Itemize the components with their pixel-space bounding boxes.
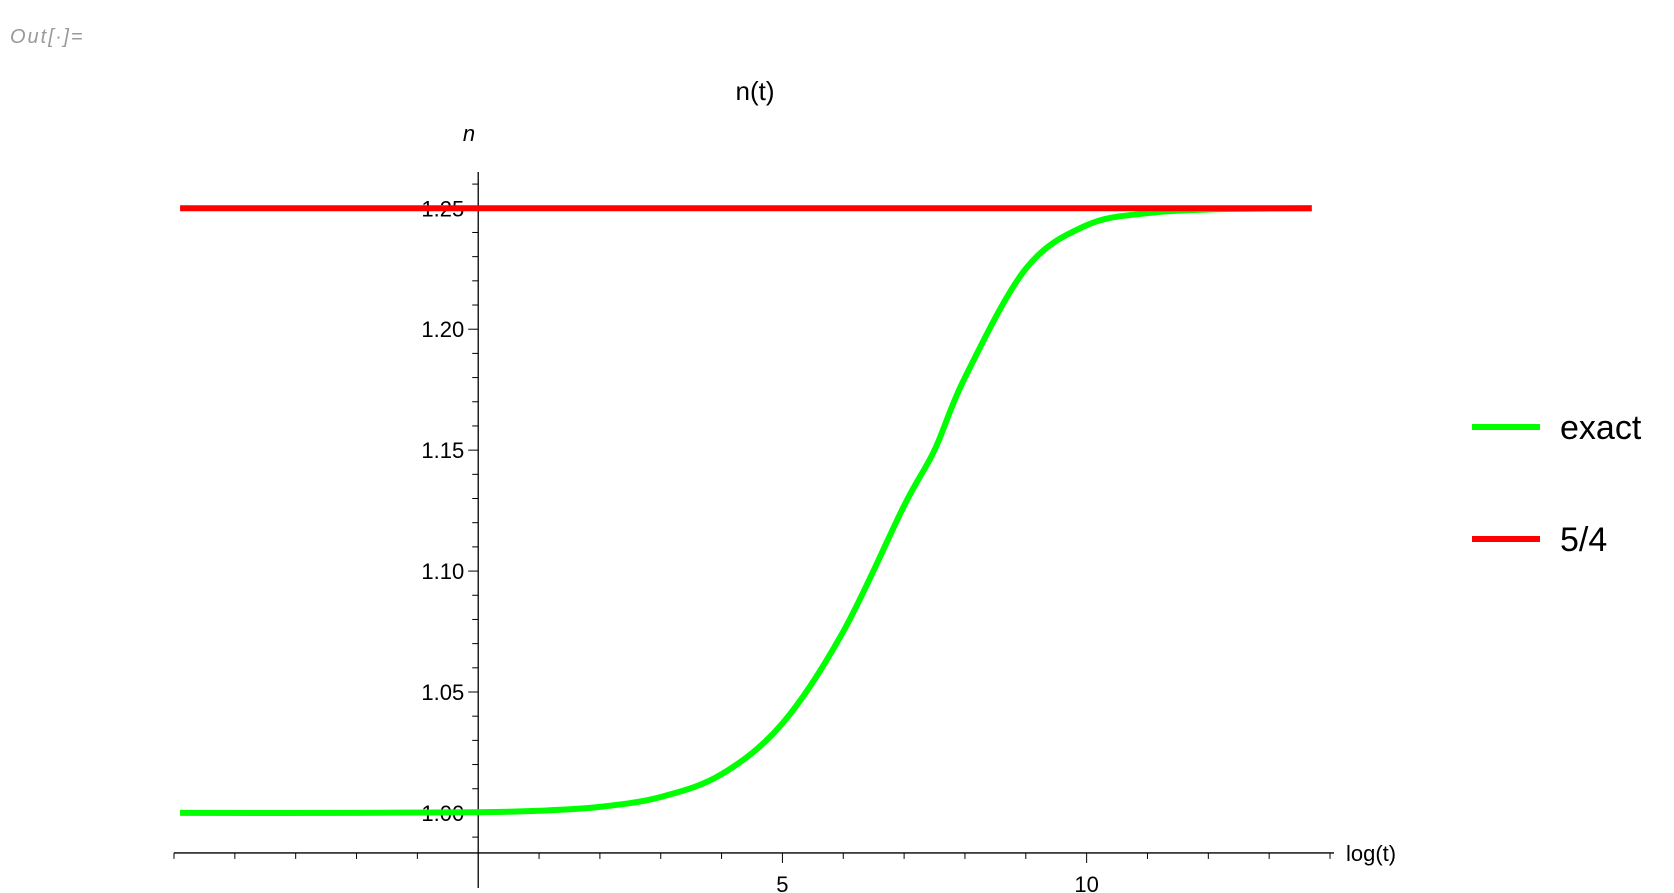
y-tick-label: 1.10 — [421, 559, 464, 584]
series-layer — [180, 205, 1312, 816]
chart-title: n(t) — [736, 76, 775, 106]
legend-label-exact: exact — [1560, 409, 1642, 447]
x-axis-label: log(t) — [1346, 841, 1396, 866]
legend: exact 5/4 — [1472, 409, 1642, 559]
y-tick-label: 1.15 — [421, 438, 464, 463]
output-cell-label: Out[∙]= — [10, 26, 85, 48]
series-line-exact — [180, 205, 1312, 816]
legend-label-5-4: 5/4 — [1560, 521, 1607, 559]
y-axis-label: n — [463, 121, 475, 146]
y-tick-label: 1.20 — [421, 317, 464, 342]
y-tick-label: 1.05 — [421, 680, 464, 705]
x-tick-label: 5 — [776, 872, 788, 893]
x-tick-label: 10 — [1074, 872, 1098, 893]
